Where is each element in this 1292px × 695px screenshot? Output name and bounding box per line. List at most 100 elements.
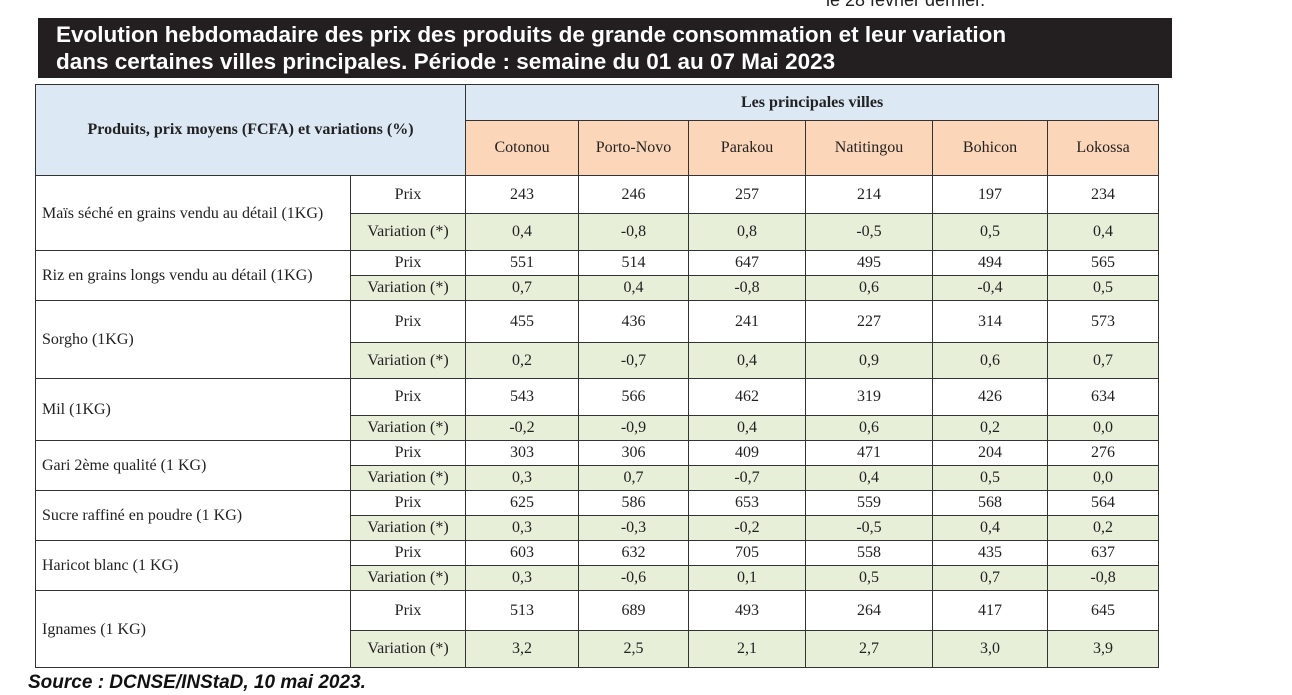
variation-cell: 0,7 — [1047, 342, 1160, 379]
variation-cell: 3,0 — [932, 630, 1049, 668]
product-name: Riz en grains longs vendu au détail (1KG… — [35, 250, 351, 301]
price-cell: 495 — [805, 250, 934, 276]
product-name: Sorgho (1KG) — [35, 300, 351, 379]
price-cell: 494 — [932, 250, 1049, 276]
variation-cell: 0,9 — [805, 342, 934, 379]
table-row: Variation (*) 0,4 -0,8 0,8 -0,5 0,5 0,4 — [36, 213, 1160, 251]
price-cell: 436 — [578, 300, 690, 343]
table-row: Variation (*) -0,2 -0,9 0,4 0,6 0,2 0,0 — [36, 415, 1160, 441]
price-cell: 243 — [465, 175, 580, 214]
variation-cell: 0,6 — [805, 275, 934, 301]
city-header: Natitingou — [805, 120, 934, 176]
variation-cell: 0,0 — [1047, 465, 1160, 491]
price-cell: 705 — [688, 540, 807, 566]
price-cell: 514 — [578, 250, 690, 276]
price-cell: 197 — [932, 175, 1049, 214]
product-name: Mil (1KG) — [35, 378, 351, 441]
variation-cell: -0,5 — [805, 213, 934, 251]
row-label: Prix — [349, 440, 467, 466]
product-name: Maïs séché en grains vendu au détail (1K… — [35, 175, 351, 251]
row-label: Prix — [349, 250, 467, 276]
variation-cell: 0,0 — [1047, 415, 1160, 441]
price-cell: 625 — [465, 490, 580, 516]
variation-cell: 0,8 — [688, 213, 807, 251]
table-row: Variation (*) 0,3 -0,6 0,1 0,5 0,7 -0,8 — [36, 565, 1160, 591]
price-cell: 634 — [1047, 378, 1160, 416]
table-row: Riz en grains longs vendu au détail (1KG… — [35, 250, 1160, 301]
table-row: Sorgho (1KG) Prix 455 436 241 227 314 573 — [35, 300, 1160, 379]
variation-cell: 0,4 — [932, 515, 1049, 541]
price-cell: 227 — [805, 300, 934, 343]
corner-header: Produits, prix moyens (FCFA) et variatio… — [34, 84, 467, 176]
variation-cell: 0,5 — [805, 565, 934, 591]
price-cell: 551 — [465, 250, 580, 276]
row-label: Prix — [349, 175, 467, 214]
price-cell: 234 — [1047, 175, 1160, 214]
row-label: Variation (*) — [349, 213, 467, 251]
variation-cell: 3,2 — [465, 630, 580, 668]
price-cell: 559 — [805, 490, 934, 516]
table-row: Haricot blanc (1 KG) Prix 603 632 705 558 435 6… — [35, 540, 1160, 591]
city-header: Parakou — [688, 120, 807, 176]
price-cell: 558 — [805, 540, 934, 566]
variation-cell: 0,3 — [465, 565, 580, 591]
table-row: Variation (*) 0,2 -0,7 0,4 0,9 0,6 0,7 — [36, 342, 1160, 379]
row-label: Prix — [349, 378, 467, 416]
table-row: Gari 2ème qualité (1 KG) Prix 303 306 409 471… — [35, 440, 1160, 491]
table-row: Sucre raffiné en poudre (1 KG) Prix 625 586… — [35, 490, 1160, 541]
variation-cell: 0,3 — [465, 515, 580, 541]
variation-cell: -0,4 — [932, 275, 1049, 301]
variation-cell: 3,9 — [1047, 630, 1160, 668]
variation-cell: 0,7 — [932, 565, 1049, 591]
table-row: Ignames (1 KG) Prix 513 689 493 264 417 645 — [35, 590, 1160, 668]
variation-cell: 2,7 — [805, 630, 934, 668]
variation-cell: -0,6 — [578, 565, 690, 591]
group-header: Les principales villes — [465, 84, 1160, 121]
title: Evolution hebdomadaire des prix des prod… — [38, 18, 1172, 78]
variation-cell: 0,4 — [1047, 213, 1160, 251]
price-table: Produits, prix moyens (FCFA) et variatio… — [34, 84, 1160, 668]
table-row: Mil (1KG) Prix 543 566 462 319 426 634 — [35, 378, 1160, 441]
price-cell: 471 — [805, 440, 934, 466]
price-cell: 493 — [688, 590, 807, 631]
table-row: Variation (*) 0,7 0,4 -0,8 0,6 -0,4 0,5 — [36, 275, 1160, 301]
price-cell: 435 — [932, 540, 1049, 566]
variation-cell: 0,5 — [932, 465, 1049, 491]
city-header: Lokossa — [1047, 120, 1160, 176]
table-row: Variation (*) 3,2 2,5 2,1 2,7 3,0 3,9 — [36, 630, 1160, 668]
price-cell: 264 — [805, 590, 934, 631]
price-cell: 647 — [688, 250, 807, 276]
price-cell: 645 — [1047, 590, 1160, 631]
variation-cell: -0,7 — [578, 342, 690, 379]
price-cell: 603 — [465, 540, 580, 566]
price-cell: 462 — [688, 378, 807, 416]
price-cell: 637 — [1047, 540, 1160, 566]
price-cell: 204 — [932, 440, 1049, 466]
row-label: Variation (*) — [349, 565, 467, 591]
row-label: Prix — [349, 300, 467, 343]
row-label: Prix — [349, 490, 467, 516]
variation-cell: 0,4 — [805, 465, 934, 491]
variation-cell: 0,7 — [578, 465, 690, 491]
variation-cell: -0,2 — [688, 515, 807, 541]
row-label: Variation (*) — [349, 342, 467, 379]
price-cell: 632 — [578, 540, 690, 566]
price-cell: 241 — [688, 300, 807, 343]
row-label: Variation (*) — [349, 630, 467, 668]
variation-cell: -0,8 — [688, 275, 807, 301]
variation-cell: 0,4 — [688, 342, 807, 379]
price-cell: 586 — [578, 490, 690, 516]
price-cell: 246 — [578, 175, 690, 214]
variation-cell: -0,2 — [465, 415, 580, 441]
price-cell: 409 — [688, 440, 807, 466]
variation-cell: -0,3 — [578, 515, 690, 541]
product-name: Sucre raffiné en poudre (1 KG) — [35, 490, 351, 541]
variation-cell: 0,2 — [932, 415, 1049, 441]
price-cell: 568 — [932, 490, 1049, 516]
variation-cell: -0,9 — [578, 415, 690, 441]
price-cell: 573 — [1047, 300, 1160, 343]
title-line: dans certaines villes principales. Pério… — [56, 49, 836, 74]
price-cell: 689 — [578, 590, 690, 631]
variation-cell: 0,5 — [932, 213, 1049, 251]
